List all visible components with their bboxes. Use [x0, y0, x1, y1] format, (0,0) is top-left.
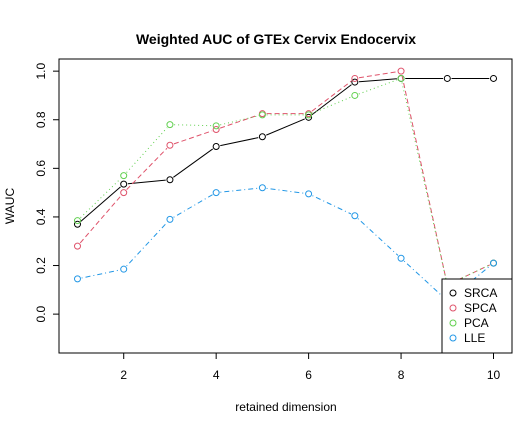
series-srca-point [73, 220, 81, 228]
legend-marker [449, 304, 457, 312]
series-lle-segment [173, 194, 213, 218]
legend-marker [449, 334, 457, 342]
x-tick-label: 4 [213, 368, 220, 382]
series-lle [73, 184, 498, 305]
legend-label: SPCA [464, 301, 497, 315]
series-srca-segment [80, 186, 121, 222]
series-spca-segment [173, 130, 213, 145]
series-srca-segment [173, 148, 214, 178]
series-srca-point [351, 78, 359, 86]
series-lle-segment [81, 269, 120, 279]
series-srca-segment [358, 78, 397, 83]
y-tick-label: 0.2 [34, 257, 48, 274]
series-spca-point [212, 125, 220, 133]
series-spca-segment [358, 71, 397, 79]
legend-marker [449, 289, 457, 297]
series-srca-segment [220, 137, 259, 147]
legend-label: SRCA [464, 286, 497, 300]
series-lle-point [351, 212, 359, 220]
series-lle-segment [357, 218, 399, 256]
y-tick-label: 0.4 [34, 208, 48, 225]
series-srca-segment [311, 84, 352, 116]
series-lle-segment [312, 195, 352, 215]
series-lle-point [166, 215, 174, 223]
series-lle-point [258, 184, 266, 192]
series-srca-point [258, 133, 266, 141]
legend-marker [449, 319, 457, 327]
series-spca-segment [219, 114, 259, 129]
series-pca-segment [80, 178, 122, 219]
series-lle-point [397, 254, 405, 262]
series-spca-point [166, 141, 174, 149]
series-srca-segment [127, 179, 166, 185]
x-axis-label: retained dimension [235, 400, 336, 414]
series-pca-segment [358, 79, 398, 95]
series-srca [73, 74, 498, 228]
x-tick-label: 8 [398, 368, 405, 382]
series-lle-point [73, 275, 81, 283]
series-srca-point [166, 176, 174, 184]
x-tick-label: 10 [487, 368, 501, 382]
series-spca-point [73, 242, 81, 250]
series-pca-point [305, 111, 313, 119]
series-pca-segment [401, 82, 447, 281]
y-tick-label: 1.0 [34, 62, 48, 79]
series-pca-point [397, 74, 405, 82]
series-spca-segment [311, 80, 352, 112]
series-spca-segment [401, 75, 447, 281]
series-spca-point [120, 189, 128, 197]
series-pca-point [212, 122, 220, 130]
x-tick-label: 2 [120, 368, 127, 382]
series-pca-segment [174, 124, 212, 127]
chart-title: Weighted AUC of GTEx Cervix Endocervix [136, 31, 416, 47]
series-lle-point [490, 259, 498, 267]
series-srca-point [443, 74, 451, 82]
series-pca-point [73, 217, 81, 225]
legend-label: LLE [464, 331, 485, 345]
series-spca-segment [79, 195, 122, 244]
series-srca-point [212, 142, 220, 150]
series-spca-segment [450, 264, 490, 284]
series-lle-point [120, 265, 128, 273]
series-spca-segment [126, 147, 168, 190]
series-lle-segment [220, 187, 259, 193]
series-srca-point [490, 74, 498, 82]
series-lle-segment [403, 260, 445, 299]
legend-label: PCA [464, 316, 489, 330]
x-axis: 2 4 6 8 10 [120, 352, 501, 382]
series-srca-segment [266, 118, 305, 136]
series-lle-point [305, 190, 313, 198]
series-srca-point [305, 113, 313, 121]
series-pca-segment [220, 115, 259, 126]
y-axis: 0.0 0.2 0.4 0.6 0.8 1.0 [34, 62, 60, 322]
series-pca-point [351, 91, 359, 99]
series-spca [73, 67, 498, 289]
series-pca-segment [126, 127, 168, 173]
series-lle-segment [126, 222, 168, 267]
y-tick-label: 0.0 [34, 305, 48, 322]
y-axis-label: WAUC [3, 188, 17, 225]
series-pca-segment [312, 96, 352, 114]
series-pca-point [166, 121, 174, 129]
y-tick-label: 0.6 [34, 160, 48, 177]
series-pca-point [258, 111, 266, 119]
y-tick-label: 0.8 [34, 111, 48, 128]
series-pca-point [120, 172, 128, 180]
series-spca-point [397, 67, 405, 75]
plot-area [73, 67, 498, 305]
series-lle-point [212, 189, 220, 197]
series-spca-point [351, 74, 359, 82]
x-tick-label: 6 [305, 368, 312, 382]
series-pca [73, 74, 498, 289]
series-lle-segment [266, 187, 305, 194]
series-srca-point [120, 180, 128, 188]
